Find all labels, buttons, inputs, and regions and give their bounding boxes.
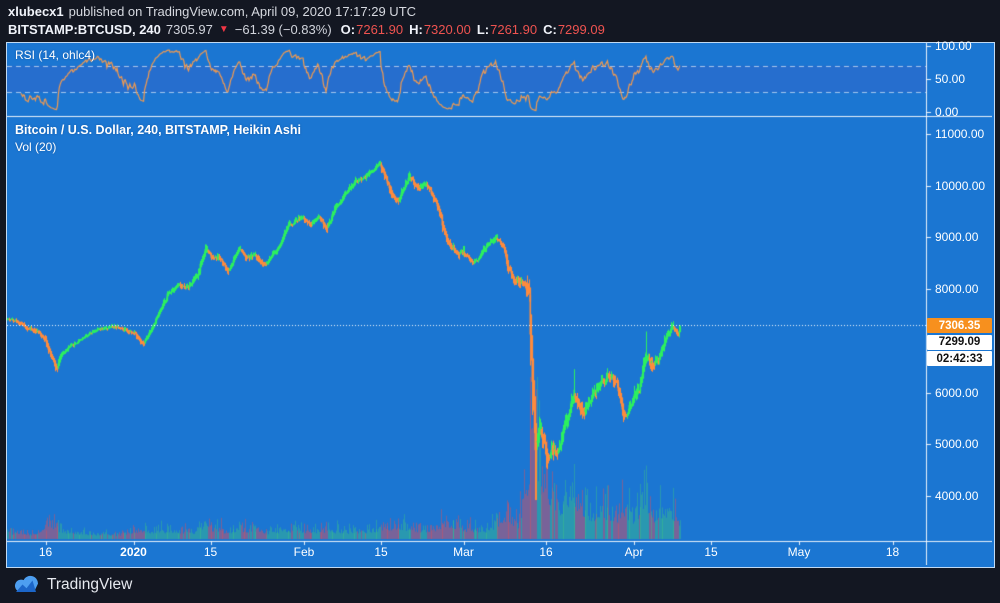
username: xlubecx1 xyxy=(8,3,64,19)
symbol-interval: BITSTAMP:BTCUSD, 240 xyxy=(8,21,161,37)
tradingview-brand-text[interactable]: TradingView xyxy=(47,576,133,593)
chart-canvas[interactable] xyxy=(7,43,992,565)
rsi-axis-label: 100.00 xyxy=(935,39,972,53)
ohlc-item: H: 7320.00 xyxy=(409,21,471,37)
ohlc-item: O: 7261.90 xyxy=(340,21,404,37)
countdown-price-tag: 7306.35 xyxy=(927,318,992,333)
price-axis-label: 8000.00 xyxy=(935,282,979,297)
price-down-triangle-icon: ▼ xyxy=(218,23,229,35)
ohlc-item: L: 7261.90 xyxy=(476,21,538,37)
time-axis-label: Apr xyxy=(624,545,644,559)
chart-frame: RSI (14, ohlc4) Bitcoin / U.S. Dollar, 2… xyxy=(6,39,995,568)
price-axis-label: 4000.00 xyxy=(935,488,979,503)
bar-countdown-tag: 02:42:33 xyxy=(927,351,992,366)
price-axis-label: 5000.00 xyxy=(935,437,979,452)
header: xlubecx1 published on TradingView.com, A… xyxy=(8,2,998,38)
price-axis-label: 11000.00 xyxy=(935,127,985,141)
price-axis-label: 10000.00 xyxy=(935,178,986,193)
tradingview-logo-icon[interactable] xyxy=(12,575,40,595)
price-change: −61.39 (−0.83%) xyxy=(234,21,332,37)
symbol-line: BITSTAMP:BTCUSD, 240 7305.97 ▼ −61.39 (−… xyxy=(8,20,998,38)
time-axis-label: Feb xyxy=(293,545,315,559)
ohlc-item: C: 7299.09 xyxy=(543,21,605,37)
rsi-indicator-label[interactable]: RSI (14, ohlc4) xyxy=(15,48,96,62)
time-axis-label: 16 xyxy=(38,545,53,559)
chart-title[interactable]: Bitcoin / U.S. Dollar, 240, BITSTAMP, He… xyxy=(15,123,301,137)
footer: TradingView xyxy=(0,567,1000,603)
last-close-tag: 7299.09 xyxy=(927,334,992,350)
price-axis-label: 6000.00 xyxy=(935,385,979,400)
time-axis-label: Mar xyxy=(453,545,474,559)
published-line: xlubecx1 published on TradingView.com, A… xyxy=(8,2,998,20)
volume-indicator-label[interactable]: Vol (20) xyxy=(15,140,57,154)
time-axis-label: May xyxy=(787,545,811,559)
price-axis-label: 9000.00 xyxy=(935,230,979,245)
time-axis-label: 18 xyxy=(885,545,900,559)
time-axis-label: 15 xyxy=(203,545,218,559)
time-axis-label: 15 xyxy=(374,545,388,559)
published-text: published on TradingView.com, April 09, … xyxy=(68,3,417,19)
time-axis-label: 2020 xyxy=(120,545,147,559)
rsi-axis-label: 0.00 xyxy=(935,105,959,119)
rsi-axis-label: 50.00 xyxy=(935,72,966,86)
last-price: 7305.97 xyxy=(165,21,213,37)
time-axis-label: 16 xyxy=(539,545,553,559)
ohlc-values: O: 7261.90 H: 7320.00 L: 7261.90 C: 7299.09 xyxy=(341,22,605,37)
time-axis-label: 15 xyxy=(704,545,718,559)
